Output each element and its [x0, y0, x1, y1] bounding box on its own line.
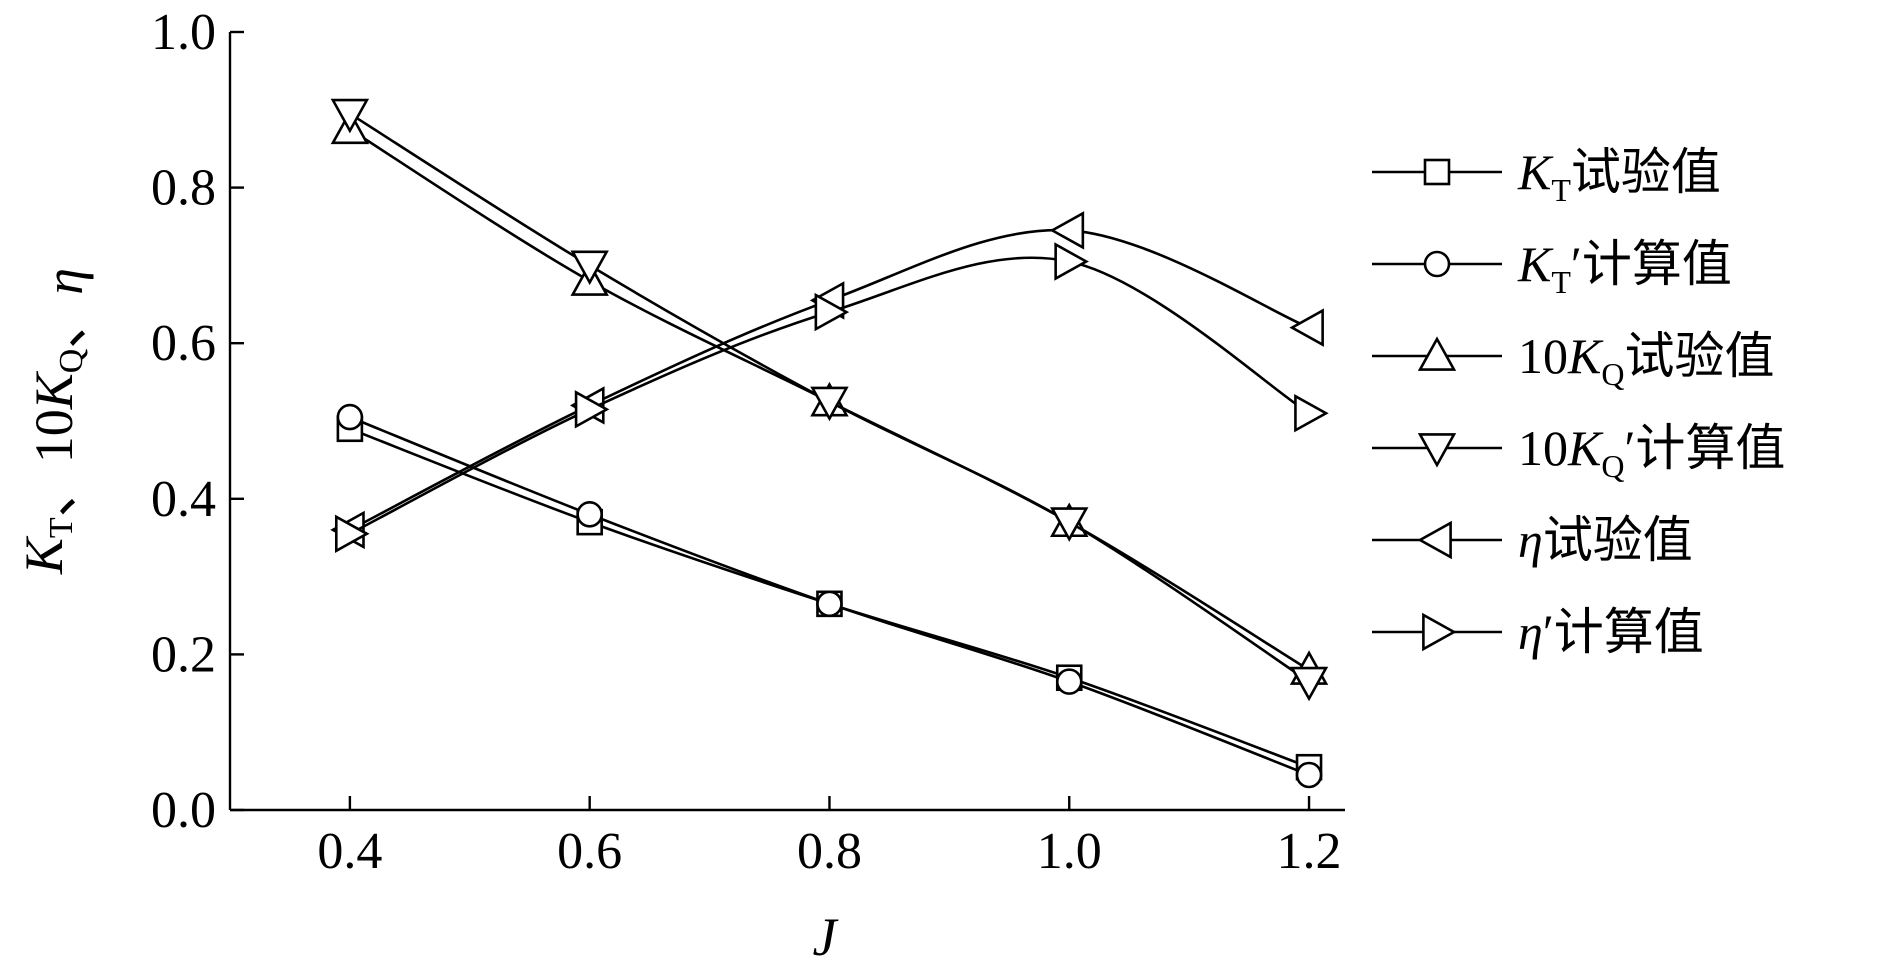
legend-entry-4: η试验值	[1372, 512, 1693, 568]
series-1	[336, 403, 1323, 789]
y-tick-label: 0.8	[151, 160, 216, 217]
legend-label: KT′计算值	[1517, 236, 1732, 300]
data-point	[574, 390, 610, 429]
legend-label: 10KQ试验值	[1518, 328, 1774, 392]
data-point	[1050, 507, 1089, 542]
x-tick-label: 0.8	[797, 823, 862, 880]
legend-marker	[1422, 612, 1457, 652]
legend-label: η′计算值	[1518, 604, 1704, 660]
series-layer	[330, 98, 1329, 789]
y-tick-label: 0.2	[151, 626, 216, 683]
x-tick-label: 1.0	[1037, 823, 1102, 880]
legend-label: 10KQ′计算值	[1518, 420, 1785, 484]
data-point	[1054, 242, 1089, 281]
legend-entry-1: KT′计算值	[1372, 236, 1732, 300]
series-5	[334, 242, 1329, 554]
series-3	[330, 98, 1329, 702]
data-point	[810, 386, 849, 422]
data-point	[1289, 308, 1324, 347]
data-point	[336, 403, 364, 431]
data-point	[1294, 394, 1329, 433]
data-point	[1049, 211, 1085, 250]
data-point	[1295, 761, 1323, 789]
legend-marker	[1417, 520, 1452, 560]
axes: 0.0 0.2 0.4 0.6 0.8 1.0 0.4 0.6 0.8 1.0 1.2 J KT、10K…	[14, 4, 1345, 967]
legend-label: η试验值	[1518, 512, 1693, 568]
data-point	[330, 98, 370, 134]
legend-marker	[1423, 250, 1451, 278]
y-tick-label: 0.6	[151, 315, 216, 372]
legend-marker	[1417, 433, 1457, 468]
data-point	[816, 590, 843, 618]
data-point	[814, 292, 850, 332]
legend-marker	[1423, 158, 1451, 186]
legend-entry-5: η′计算值	[1372, 604, 1704, 660]
x-axis-title: J	[812, 907, 839, 967]
x-tick-label: 1.2	[1277, 823, 1342, 880]
data-point	[576, 501, 603, 528]
data-point	[334, 514, 370, 554]
data-point	[1289, 666, 1329, 702]
legend-entry-3: 10KQ′计算值	[1372, 420, 1785, 484]
legend-marker	[1417, 336, 1457, 371]
legend-entry-2: 10KQ试验值	[1372, 328, 1774, 392]
x-tick-label: 0.6	[557, 823, 622, 880]
legend-entry-0: KT试验值	[1372, 144, 1721, 208]
y-tick-label: 1.0	[151, 4, 216, 61]
y-tick-label: 0.0	[151, 782, 216, 839]
legend: KT试验值 KT′计算值 10KQ试验值 10KQ′计算值 η试验值 η′计算值	[1372, 144, 1785, 660]
y-tick-label: 0.4	[151, 471, 216, 528]
x-tick-label: 0.4	[317, 823, 382, 880]
data-point	[1055, 668, 1083, 695]
data-point	[570, 250, 609, 286]
legend-label: KT试验值	[1517, 144, 1721, 208]
y-axis-title: KT、10KQ、η	[14, 268, 94, 575]
series-4	[330, 211, 1324, 550]
